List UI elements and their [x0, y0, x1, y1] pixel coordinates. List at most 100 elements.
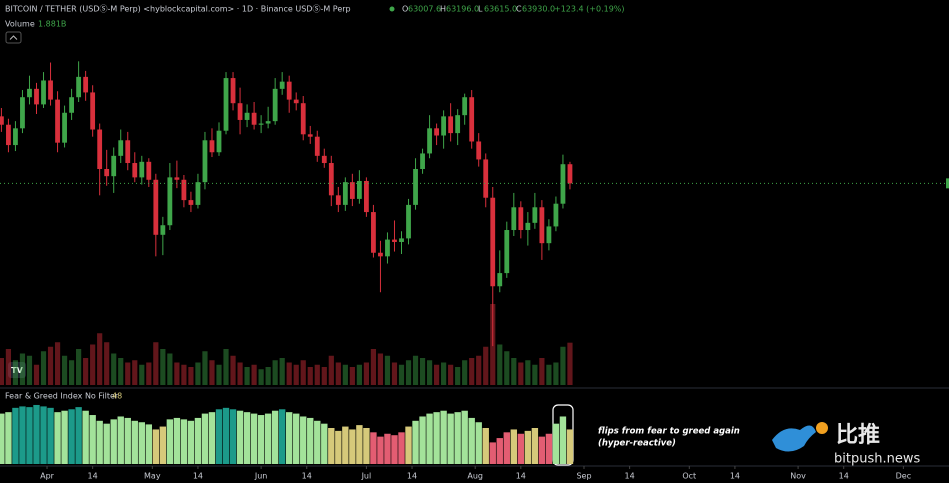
fear-greed-bar: [356, 425, 363, 464]
candle-body: [97, 129, 103, 169]
candle-body: [104, 169, 110, 177]
volume-bar: [160, 349, 166, 385]
volume-bar: [441, 362, 447, 385]
legend-key: C: [516, 5, 522, 14]
status-dot: [389, 6, 395, 12]
volume-bar: [504, 351, 510, 385]
volume-bar: [398, 364, 405, 385]
fear-greed-bar: [328, 428, 335, 464]
candle-body: [399, 238, 404, 242]
candle-body: [525, 222, 531, 231]
fear-greed-bar: [566, 429, 574, 464]
fear-greed-bar: [531, 428, 539, 464]
x-tick-label: 14: [88, 472, 98, 481]
volume-bar: [419, 358, 426, 385]
candle-body: [406, 204, 411, 239]
x-tick-label: Dec: [896, 472, 911, 481]
fear-greed-bar: [278, 409, 286, 464]
candle-body: [160, 225, 166, 235]
fear-greed-bar: [475, 422, 482, 464]
volume-bar: [342, 364, 348, 385]
volume-bar: [286, 362, 292, 385]
fear-greed-bar: [307, 417, 314, 464]
volume-bar: [251, 364, 257, 385]
volume-bar: [560, 346, 566, 385]
volume-bar: [90, 344, 96, 385]
x-tick-label: Sep: [576, 472, 591, 481]
fear-greed-bar: [377, 436, 384, 464]
candle-body: [476, 141, 482, 160]
fear-greed-bar: [75, 407, 82, 464]
volume-bar: [258, 369, 264, 385]
fear-greed-bar: [447, 413, 454, 464]
fear-greed-bar: [468, 417, 475, 464]
volume-bar: [104, 342, 110, 385]
candle-body: [518, 207, 524, 231]
candle-body: [349, 182, 355, 199]
candle-body: [371, 212, 376, 253]
volume-bar: [68, 360, 75, 385]
fear-greed-bar: [271, 410, 279, 464]
collapse-button[interactable]: [5, 31, 22, 44]
legend-key: H: [440, 5, 446, 14]
candle-body: [335, 195, 341, 205]
candle-body: [392, 239, 397, 242]
candle-body: [41, 80, 46, 105]
candle-body: [209, 140, 215, 153]
x-tick-label: Aug: [467, 472, 483, 481]
volume-bar: [300, 360, 306, 385]
volume-bar: [567, 342, 573, 385]
candle-body: [342, 182, 348, 205]
volume-bar: [5, 349, 12, 385]
x-tick-label: 14: [839, 472, 849, 481]
volume-value: 1.881B: [38, 20, 66, 29]
candle-body: [265, 121, 271, 124]
candle-body: [427, 128, 432, 154]
fear-greed-bar: [257, 415, 265, 464]
fear-greed-bar: [61, 410, 68, 464]
fear-greed-bar: [454, 412, 461, 464]
candle-body: [181, 179, 187, 201]
fear-greed-bar: [47, 407, 54, 464]
volume-bar: [426, 360, 433, 385]
volume-bar: [462, 360, 468, 385]
x-tick-label: Nov: [790, 472, 806, 481]
fear-greed-bar: [124, 417, 131, 464]
legend-key: O: [402, 5, 408, 14]
candle-body: [293, 99, 299, 104]
candle-body: [413, 169, 418, 205]
fear-greed-bar: [300, 416, 307, 464]
fear-greed-bar: [433, 412, 440, 464]
volume-bar: [188, 367, 194, 385]
candle-body: [223, 78, 229, 131]
candle-body: [462, 97, 468, 116]
candle-body: [0, 116, 4, 125]
x-tick-label: 14: [193, 472, 203, 481]
volume-bar: [195, 362, 201, 385]
candle-body: [539, 207, 545, 244]
fear-greed-bar: [0, 413, 5, 464]
fear-greed-bar: [538, 436, 546, 464]
fear-greed-bar: [293, 413, 300, 464]
fear-greed-bar: [264, 413, 272, 464]
candle-body: [62, 112, 67, 143]
volume-bar: [321, 367, 327, 385]
fear-greed-bar: [482, 428, 489, 464]
fear-greed-bar: [391, 435, 398, 464]
watermark-name: 比推: [836, 423, 880, 448]
fear-greed-bar: [166, 419, 174, 464]
candle-body: [307, 134, 313, 137]
volume-bar: [237, 362, 243, 385]
volume-bar: [405, 360, 412, 385]
volume-bar: [455, 367, 461, 385]
candle-body: [469, 97, 475, 142]
candle-body: [286, 81, 292, 100]
fear-greed-bar: [180, 419, 188, 464]
fear-greed-bar: [229, 409, 237, 464]
candle-body: [237, 103, 243, 120]
fear-greed-bar: [349, 429, 356, 464]
fear-greed-bar: [138, 422, 145, 464]
watermark-site: bitpush.news: [834, 452, 920, 467]
fear-greed-bar: [342, 426, 349, 464]
candle-body: [167, 177, 173, 226]
